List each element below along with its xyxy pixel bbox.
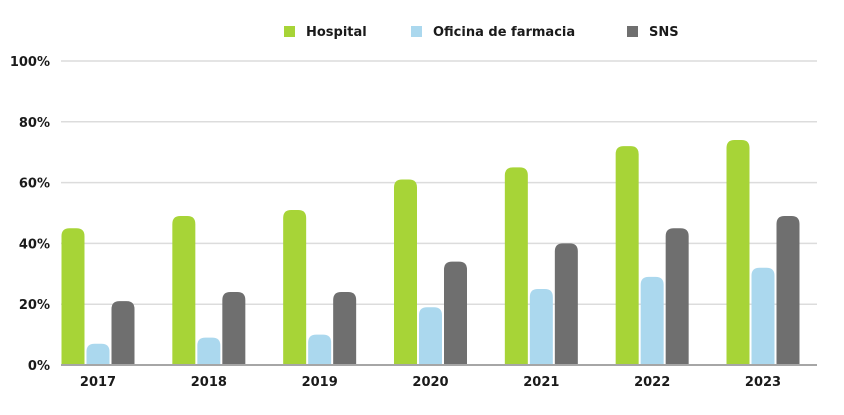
bar-sns-2018 — [222, 292, 246, 365]
bar-oficina-de-farmacia-2022 — [640, 276, 664, 365]
bar-oficina-de-farmacia-2023 — [751, 267, 775, 365]
bar-sns-2020 — [444, 261, 467, 365]
bar-hospital-2021 — [504, 167, 528, 365]
bar-hospital-2019 — [283, 209, 307, 365]
bar-oficina-de-farmacia-2019 — [308, 334, 332, 365]
bar-hospital-2018 — [172, 216, 196, 365]
bar-oficina-de-farmacia-2021 — [529, 289, 553, 365]
x-tick-label: 2018 — [191, 375, 227, 390]
y-axis-ticks: 0% 20% 40% 60% 80% 100% — [10, 55, 50, 374]
x-tick-label: 2021 — [523, 375, 559, 390]
legend-swatch-sns — [627, 26, 638, 37]
x-tick-label: 2023 — [745, 375, 781, 390]
bar-sns-2023 — [776, 216, 800, 365]
bar-sns-2017 — [111, 301, 135, 365]
bar-sns-2019 — [333, 292, 357, 365]
legend-label: Hospital — [306, 25, 367, 40]
legend-label: Oficina de farmacia — [433, 25, 575, 40]
bar-hospital-2022 — [615, 146, 639, 365]
bar-hospital-2017 — [61, 228, 85, 365]
bar-sns-2022 — [665, 228, 689, 365]
x-tick-label: 2019 — [302, 375, 338, 390]
y-tick-label: 100% — [10, 55, 50, 70]
bar-hospital-2023 — [726, 140, 750, 365]
y-tick-label: 80% — [19, 116, 50, 131]
y-tick-label: 40% — [19, 237, 50, 252]
y-tick-label: 0% — [28, 359, 50, 374]
legend-label: SNS — [649, 25, 679, 40]
bar-oficina-de-farmacia-2020 — [419, 307, 442, 365]
bar-oficina-de-farmacia-2018 — [197, 337, 221, 365]
x-axis-ticks: 2017 2018 2019 2020 2021 2022 2023 — [80, 375, 781, 390]
legend: Hospital Oficina de farmacia SNS — [284, 25, 679, 40]
x-tick-label: 2017 — [80, 375, 116, 390]
bar-oficina-de-farmacia-2017 — [86, 343, 110, 365]
y-tick-label: 60% — [19, 177, 50, 192]
x-tick-label: 2020 — [412, 375, 448, 390]
bar-hospital-2020 — [394, 179, 417, 365]
x-tick-label: 2022 — [634, 375, 670, 390]
bar-sns-2021 — [554, 243, 578, 365]
bars — [61, 140, 800, 365]
legend-swatch-oficina-de-farmacia — [411, 26, 422, 37]
y-tick-label: 20% — [19, 298, 50, 313]
legend-swatch-hospital — [284, 26, 295, 37]
